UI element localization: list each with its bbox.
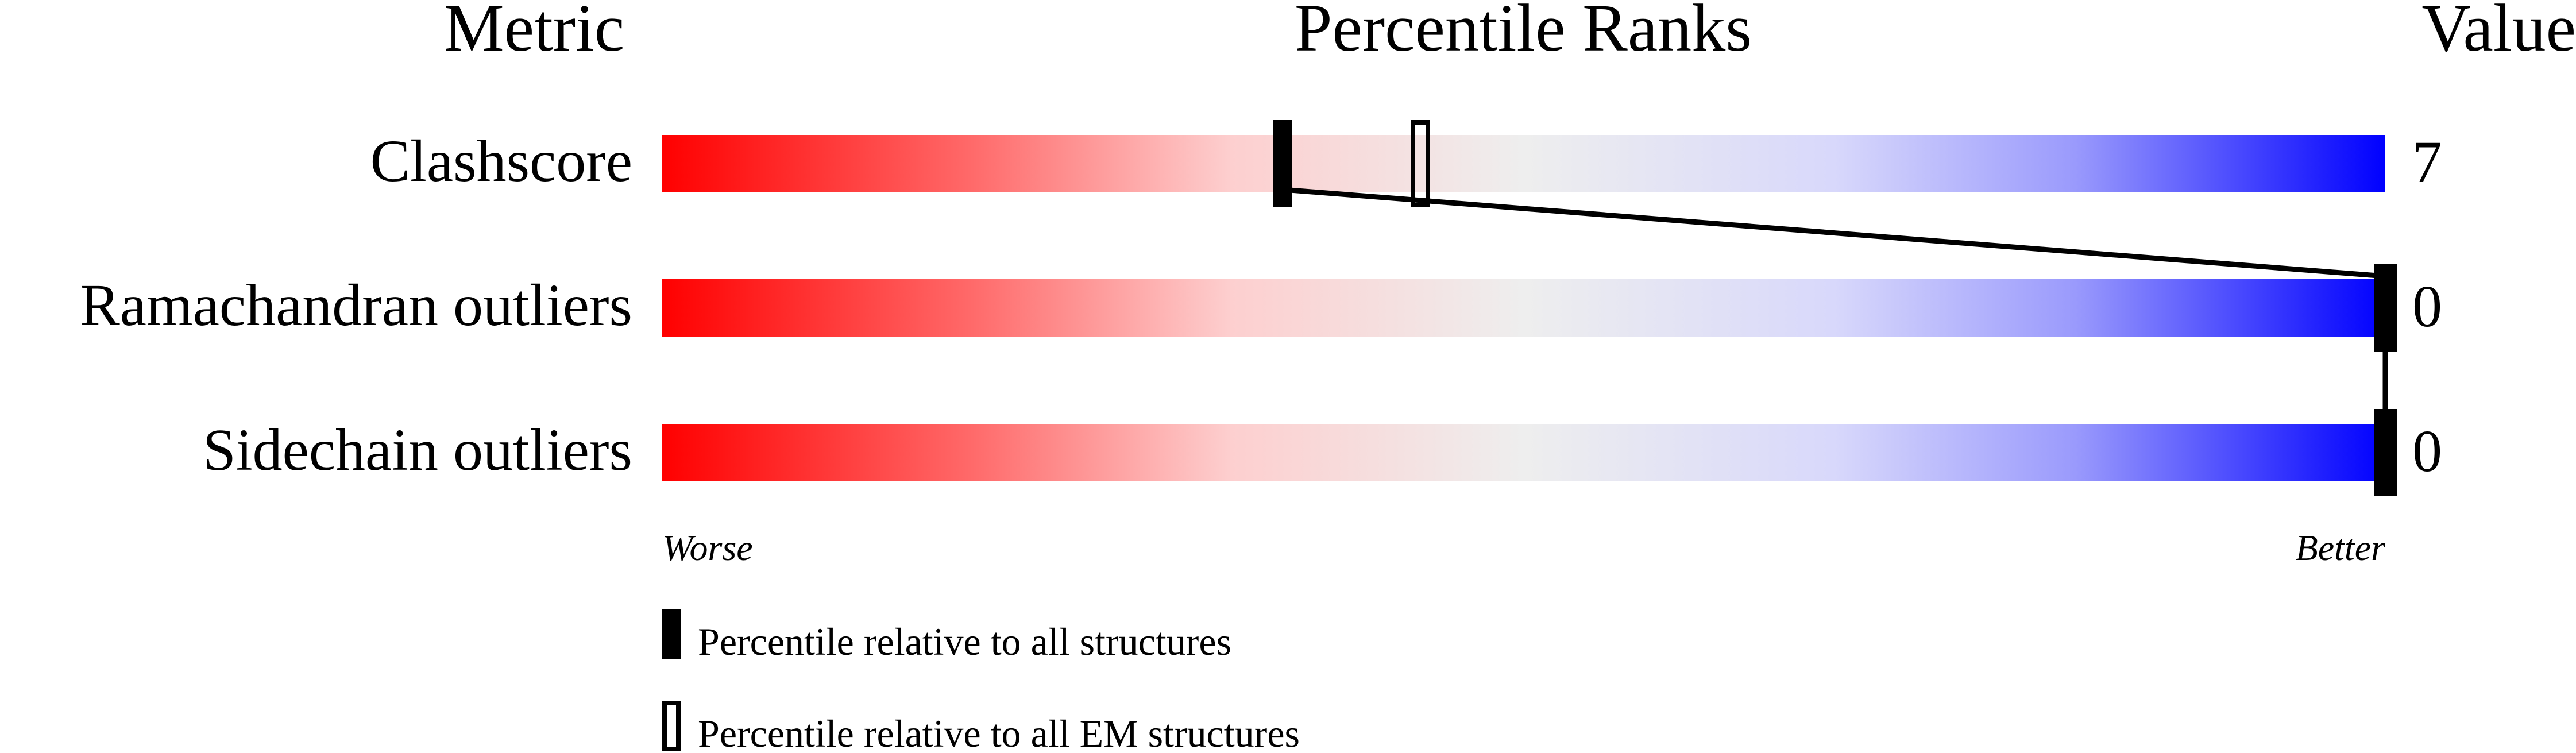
percentile-bar [662,135,2385,192]
header-metric: Metric [444,0,625,65]
marker-all-structures [2374,264,2397,352]
header-value: Value [2421,0,2576,65]
percentile-bar [662,424,2385,481]
axis-better-label: Better [2296,527,2386,568]
metric-value: 0 [2412,273,2442,339]
marker-em-structures [1411,120,1430,207]
marker-all-structures [1273,120,1292,207]
legend-filled-marker [662,609,681,659]
metric-value: 0 [2412,418,2442,484]
percentile-bar [662,279,2385,337]
legend-open-marker [662,701,681,751]
legend-label-em: Percentile relative to all EM structures [698,712,1300,753]
connector-line [1282,187,2386,279]
metric-label: Clashscore [370,128,632,194]
metric-label: Ramachandran outliers [80,272,632,338]
metric-label: Sidechain outliers [203,417,632,483]
metric-value: 7 [2412,129,2442,195]
marker-all-structures [2374,409,2397,496]
legend-label-all: Percentile relative to all structures [698,620,1231,663]
header-percentile-ranks: Percentile Ranks [1295,0,1752,65]
axis-worse-label: Worse [662,527,753,568]
